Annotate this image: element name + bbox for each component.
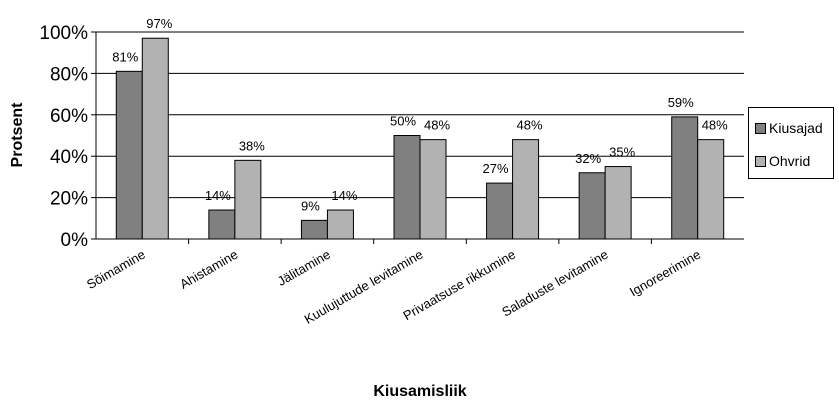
legend-label-kiusajad: Kiusajad bbox=[769, 120, 823, 136]
gridlines bbox=[96, 31, 744, 199]
data-label: 32% bbox=[575, 151, 601, 166]
data-label: 48% bbox=[517, 118, 543, 133]
data-label: 38% bbox=[239, 138, 265, 153]
x-tick-labels: Sõimamine Ahistamine JälitamineKuulujuttud… bbox=[84, 247, 703, 327]
y-tick-label: 20% bbox=[50, 189, 88, 210]
y-tick-label: 60% bbox=[50, 106, 88, 127]
bar-kiusajad bbox=[578, 172, 606, 240]
bar-kiusajad bbox=[486, 182, 514, 240]
data-label: 14% bbox=[205, 188, 231, 203]
data-label: 81% bbox=[112, 49, 138, 64]
x-tick-label: Sõimamine bbox=[84, 247, 148, 293]
data-label: 59% bbox=[668, 95, 694, 110]
bar-ohvrid bbox=[604, 166, 632, 240]
bar-kiusajad bbox=[115, 70, 143, 240]
data-label: 27% bbox=[483, 161, 509, 176]
bar-ohvrid bbox=[697, 139, 725, 240]
y-tick-label: 40% bbox=[50, 147, 88, 168]
legend-item-kiusajad: Kiusajad bbox=[755, 120, 823, 136]
y-tick-label: 80% bbox=[50, 64, 88, 85]
data-labels: 81% 97% 14% 38% 9% 14% 50% 48% 27% 48% 32% 35% 59% 48… bbox=[112, 16, 728, 213]
data-label: 50% bbox=[390, 114, 416, 129]
legend-label-ohvrid: Ohvrid bbox=[769, 153, 811, 169]
x-axis-label: Kiusamisliik bbox=[373, 383, 466, 400]
axes bbox=[91, 31, 744, 244]
bar-kiusajad bbox=[671, 116, 699, 240]
bars bbox=[115, 37, 725, 240]
legend: Kiusajad Ohvrid bbox=[748, 107, 834, 179]
bar-ohvrid bbox=[419, 139, 447, 240]
y-axis-label: Protsent bbox=[9, 102, 26, 168]
bar-ohvrid bbox=[141, 37, 169, 240]
bar-kiusajad bbox=[393, 135, 421, 240]
bar-kiusajad bbox=[208, 209, 236, 240]
data-label: 14% bbox=[331, 188, 357, 203]
y-tick-label: 100% bbox=[39, 23, 88, 44]
x-tick-label: Ahistamine bbox=[177, 247, 240, 292]
bar-ohvrid bbox=[326, 209, 354, 240]
data-label: 97% bbox=[146, 16, 172, 31]
y-tick-labels: 0% 20% 40% 60% 80% 100% bbox=[39, 23, 88, 251]
data-label: 48% bbox=[702, 118, 728, 133]
data-label: 48% bbox=[424, 118, 450, 133]
legend-swatch-kiusajad bbox=[755, 122, 766, 134]
data-label: 9% bbox=[301, 198, 320, 213]
data-label: 35% bbox=[609, 145, 635, 160]
legend-item-ohvrid: Ohvrid bbox=[755, 153, 810, 169]
legend-swatch-ohvrid bbox=[755, 155, 766, 167]
x-tick-label: Ignoreerimine bbox=[627, 247, 703, 300]
y-tick-label: 0% bbox=[61, 230, 89, 251]
bar-ohvrid bbox=[512, 139, 540, 240]
bar-kiusajad bbox=[300, 219, 328, 240]
x-tick-label: Jälitamine bbox=[275, 247, 333, 289]
bar-ohvrid bbox=[234, 159, 262, 240]
